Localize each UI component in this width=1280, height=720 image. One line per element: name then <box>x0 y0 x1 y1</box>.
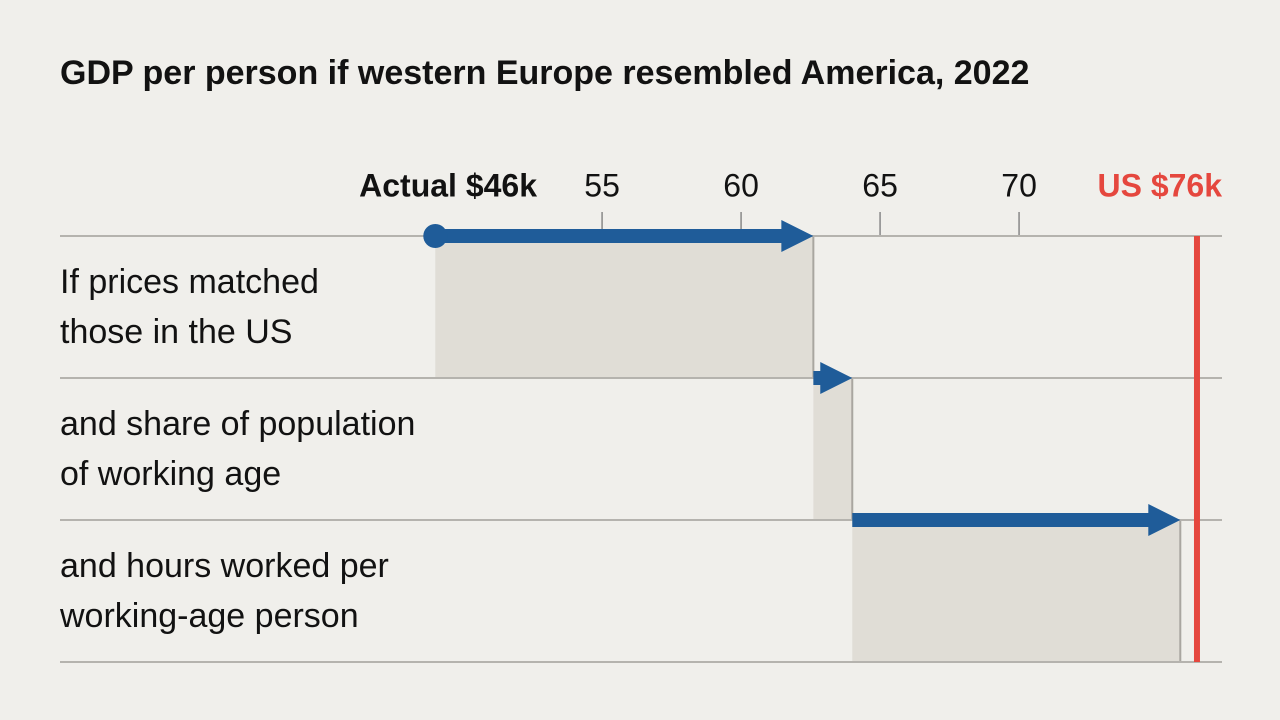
x-tick-label: 55 <box>584 167 620 203</box>
step-arrow <box>852 504 1181 536</box>
step-arrow <box>435 220 814 252</box>
start-label: Actual $46k <box>359 167 537 203</box>
step-box <box>813 378 853 520</box>
category-label: and share of population of working age <box>60 405 416 493</box>
category-label: If prices matched those in the US <box>60 263 319 351</box>
chart-title: GDP per person if western Europe resembl… <box>60 54 1029 92</box>
x-tick-label: 65 <box>862 167 898 203</box>
x-tick-label: 70 <box>1001 167 1037 203</box>
step-arrow <box>813 362 853 394</box>
reference-label: US $76k <box>1097 167 1222 203</box>
start-dot <box>423 224 448 248</box>
step-box <box>852 520 1181 662</box>
category-label: and hours worked per working-age person <box>60 547 389 635</box>
x-tick-label: 60 <box>723 167 759 203</box>
step-box <box>435 236 814 378</box>
